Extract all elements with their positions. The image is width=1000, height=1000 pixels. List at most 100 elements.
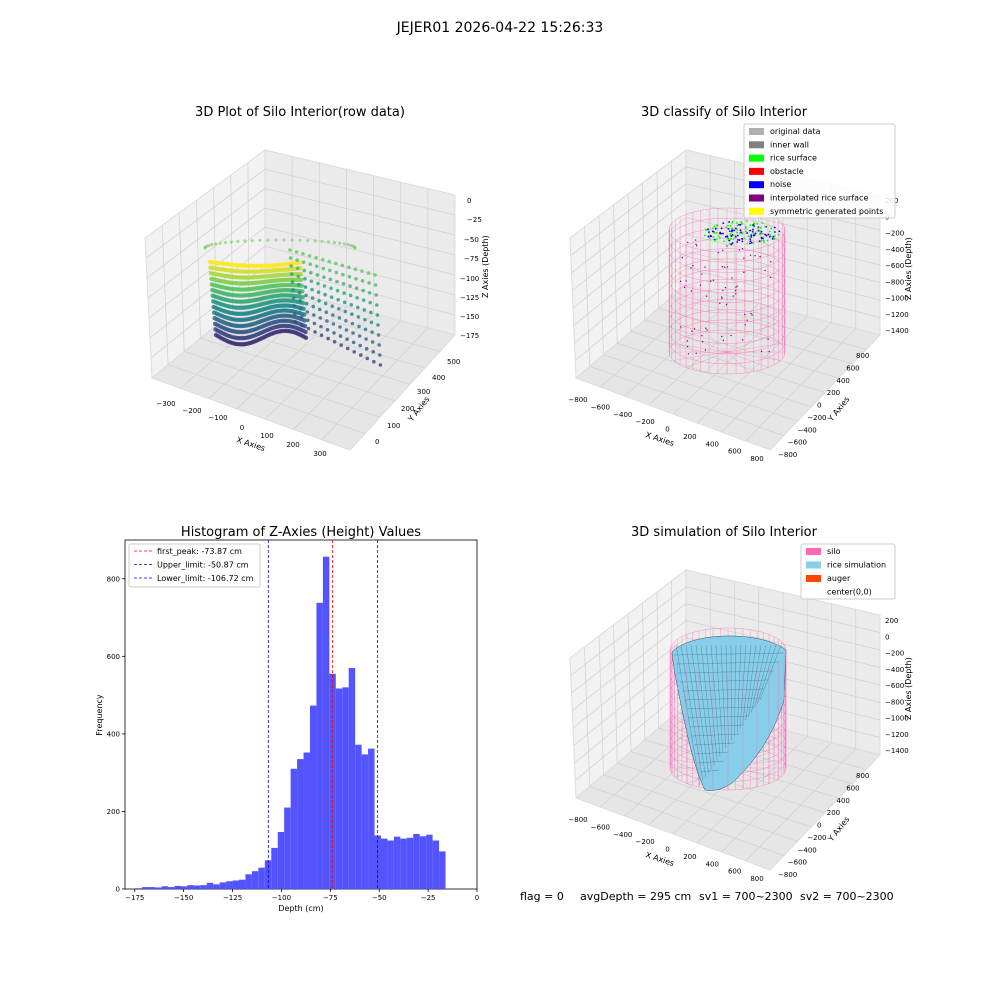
legend-swatch (749, 128, 764, 135)
surface-point (732, 234, 735, 237)
histogram-bar (174, 885, 181, 889)
pane-gridline (672, 309, 784, 415)
raw-point (358, 343, 362, 348)
interpolated-point (691, 330, 693, 332)
surface-point (741, 240, 744, 243)
pane-gridline (264, 246, 456, 296)
pane-gridline (574, 670, 687, 764)
raw-point (358, 353, 363, 357)
x-tick-label: 800 (750, 875, 763, 883)
histogram-bar (342, 687, 349, 889)
simulation-legend-frame (800, 543, 896, 600)
raw-point (289, 264, 294, 268)
legend-label: rice surface (770, 154, 817, 163)
histogram-bar (161, 886, 169, 889)
raw-point (301, 306, 306, 312)
interpolated-point (743, 257, 745, 259)
raw-point (373, 273, 377, 277)
histogram-title: Histogram of Z-Axies (Height) Values (181, 525, 421, 540)
pane-gridline (697, 735, 808, 844)
z-tick-label: −1400 (885, 747, 909, 755)
raw-point (337, 316, 342, 320)
surface-point (767, 233, 770, 236)
raw-point (258, 238, 262, 242)
raw-point (338, 334, 343, 338)
raw-point (354, 286, 359, 291)
surface-point (752, 232, 755, 235)
rice-mesh-line (673, 652, 785, 656)
z-tick-label: 0 (885, 633, 889, 641)
histogram-bar (413, 833, 420, 889)
interpolated-point (686, 340, 689, 342)
raw-point (229, 240, 234, 244)
surface-point (735, 235, 737, 238)
y-tick-label: 800 (856, 772, 869, 780)
raw-point (303, 276, 307, 281)
raw-point (339, 343, 343, 347)
surface-point (729, 224, 732, 227)
surface-point (773, 238, 776, 240)
surface-point (773, 226, 776, 229)
surface-point (756, 222, 758, 225)
z-tick-label: −400 (885, 666, 904, 674)
raw-point (317, 298, 321, 303)
silo-bottom-spoke (726, 343, 781, 353)
pane-gridline (721, 322, 832, 433)
x-tick-label: −600 (591, 403, 610, 411)
legend-label: inner wall (770, 140, 809, 149)
z-tick-label: −800 (885, 698, 904, 706)
y-tick-label: 400 (837, 797, 850, 805)
pane-gridline (147, 207, 266, 299)
rice-mesh-line (697, 760, 725, 764)
legend-label: obstacle (770, 167, 804, 176)
status-sv1: sv1 = 700~2300 (699, 890, 793, 903)
surface-point (750, 236, 753, 238)
raw-point (370, 330, 374, 334)
z-tick-label: −1200 (885, 311, 909, 319)
raw-point (371, 350, 376, 354)
interpolated-point (680, 326, 682, 328)
surface-point (714, 228, 717, 230)
interpolated-point (722, 289, 724, 292)
histogram-legend: first_peak: -73.87 cm Upper_limit: -50.87… (128, 543, 261, 588)
rice-mesh-line (695, 644, 712, 769)
surface-point (736, 224, 739, 227)
histogram-reference-lines (267, 540, 378, 889)
surface-point (719, 232, 721, 235)
raw-3d-scatter-points (203, 238, 383, 367)
rice-mesh-line (693, 742, 735, 746)
rice-mesh-line (720, 644, 726, 749)
surface-point (746, 220, 748, 223)
raw-point (348, 293, 353, 298)
raw-point (317, 307, 322, 312)
raw-point (325, 327, 330, 332)
pane-gridline (745, 748, 856, 862)
status-line: flag = 0 avgDepth = 295 cm sv1 = 700~230… (520, 890, 894, 903)
x-tick-label: −400 (613, 411, 632, 419)
raw-point (236, 239, 240, 243)
raw-point (326, 240, 331, 244)
surface-point (708, 236, 711, 239)
surface-point (731, 220, 734, 223)
histogram-bar (219, 882, 227, 889)
figure-suptitle: JEJER01 2026-04-22 15:26:33 (396, 20, 604, 36)
histogram-bar (168, 887, 175, 889)
interpolated-point (750, 312, 752, 315)
interpolated-point (754, 255, 756, 257)
interpolated-point (768, 350, 770, 353)
interpolated-point (731, 277, 733, 279)
raw-point (319, 333, 324, 338)
legend-label: rice simulation (827, 561, 886, 570)
raw-point (340, 263, 345, 268)
raw-point (328, 268, 332, 273)
interpolated-point (722, 339, 725, 342)
surface-point (712, 230, 715, 233)
interpolated-point (721, 297, 723, 299)
pane-gridline (685, 234, 881, 283)
legend-label: original data (770, 127, 821, 136)
legend-swatch (806, 548, 821, 555)
interpolated-point (687, 241, 689, 244)
status-flag: flag = 0 (520, 890, 564, 903)
raw-point (291, 288, 295, 292)
pane-gridline (146, 188, 266, 279)
